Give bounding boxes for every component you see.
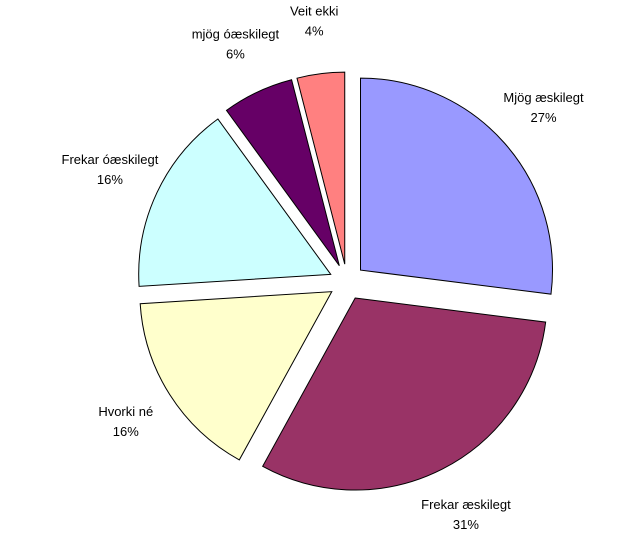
pie-slice xyxy=(261,297,547,491)
slice-value-label: 27% xyxy=(531,110,557,125)
slice-label: mjög óæskilegt xyxy=(192,26,280,41)
slice-label: Hvorki né xyxy=(98,404,153,419)
slice-value-label: 16% xyxy=(97,172,123,187)
slice-value-label: 31% xyxy=(453,517,479,532)
slice-label: Mjög æskilegt xyxy=(503,90,584,105)
pie-slice xyxy=(225,79,340,267)
pie-slice xyxy=(360,77,553,295)
slice-value-label: 6% xyxy=(226,46,245,61)
slice-label: Frekar óæskilegt xyxy=(62,152,159,167)
slice-value-label: 4% xyxy=(305,24,324,39)
slice-value-label: 16% xyxy=(113,424,139,439)
slice-label: Frekar æskilegt xyxy=(421,497,511,512)
pie-slice xyxy=(138,118,332,287)
slice-label: Veit ekki xyxy=(290,4,339,19)
pie-slice xyxy=(139,291,333,461)
pie-slice xyxy=(296,71,346,265)
